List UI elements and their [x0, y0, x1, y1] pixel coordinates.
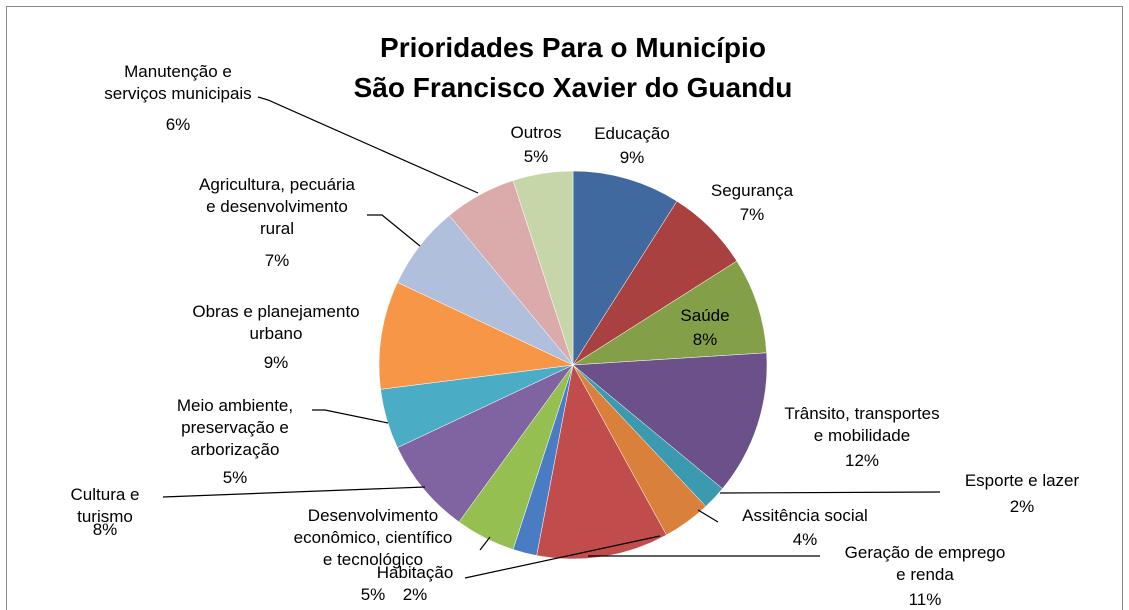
slice-value-label: 9%	[263, 353, 289, 372]
slice-label: Trânsito, transportes e mobilidade	[784, 404, 940, 445]
slice-label: Saúde	[680, 306, 730, 325]
pie-slice	[397, 364, 574, 523]
pie-slice	[512, 170, 574, 366]
slice-value-label: 2%	[402, 585, 428, 604]
slice-value-label: 12%	[844, 451, 880, 470]
slice-value-label: 5%	[222, 468, 248, 487]
pie-slice	[572, 260, 767, 366]
pie-slice	[536, 364, 667, 560]
slice-label: Outros	[510, 123, 562, 142]
slice-label: Cultura e turismo	[70, 485, 140, 526]
leader-line	[312, 409, 389, 424]
leader-line	[367, 214, 421, 247]
slice-label: Meio ambiente, preservação e arborização	[176, 396, 294, 459]
leader-line	[479, 536, 491, 551]
frame	[6, 6, 1123, 610]
slice-value-label: 11%	[908, 590, 942, 609]
slice-value-label: 5%	[523, 147, 549, 166]
slice-label: Geração de emprego e renda	[844, 543, 1006, 584]
pie-slice	[378, 282, 574, 390]
leader-line	[257, 96, 479, 194]
slice-label: Manutenção e serviços municipais	[104, 62, 252, 103]
leader-line	[162, 486, 426, 498]
slice-label: Educação	[594, 124, 670, 143]
leader-line	[697, 509, 719, 523]
leader-line	[464, 535, 661, 579]
slice-label: Segurança	[710, 181, 794, 200]
slice-value-label: 8%	[692, 330, 718, 349]
slice-value-label: 8%	[92, 520, 118, 539]
slice-label: Assitência social	[742, 506, 868, 525]
pie-slice	[572, 170, 678, 366]
slice-label: Desenvolvimento econômico, científico e …	[293, 506, 453, 569]
slice-label: Obras e planejamento urbano	[192, 302, 360, 343]
slice-value-label: 4%	[792, 530, 818, 549]
slice-value-label: 2%	[1009, 497, 1035, 516]
leader-line	[719, 491, 941, 494]
slice-label: Habitação	[376, 563, 454, 582]
slice-value-label: 9%	[619, 148, 645, 167]
chart-title: Prioridades Para o Município São Francis…	[353, 32, 793, 103]
slice-value-label: 5%	[360, 585, 386, 604]
slice-value-label: 7%	[739, 205, 765, 224]
slice-label: Esporte e lazer	[964, 471, 1080, 490]
slice-value-label: 7%	[264, 251, 290, 270]
pie-slice	[572, 352, 768, 490]
slice-label: Agricultura, pecuária e desenvolvimento …	[199, 175, 355, 238]
slice-value-label: 6%	[165, 115, 191, 134]
